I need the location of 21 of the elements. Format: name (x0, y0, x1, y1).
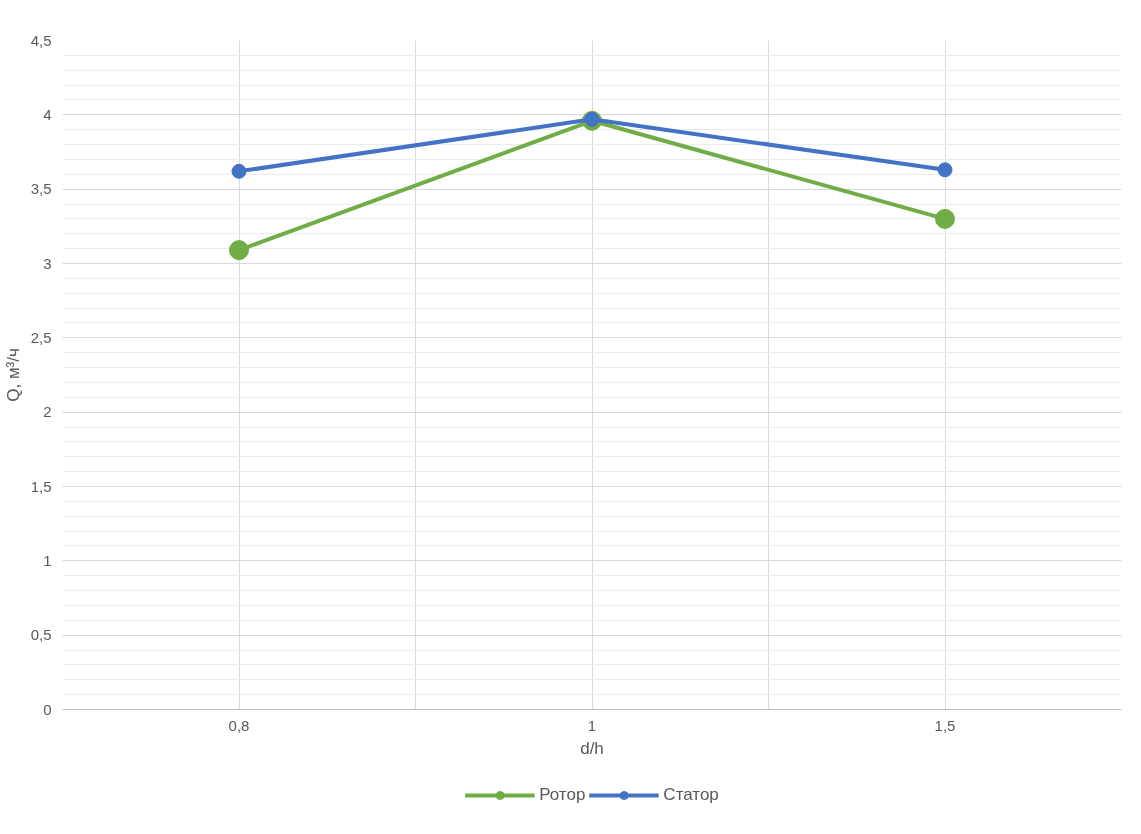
point (231, 163, 247, 179)
legend-label: Ротор (539, 785, 586, 805)
y-axis-title: Q, м³/ч (3, 348, 23, 402)
y-tick-label: 3,5 (30, 180, 52, 198)
point (229, 240, 249, 261)
y-tick-label: 4 (43, 105, 52, 123)
x-tick-label: 0,8 (228, 716, 250, 734)
y-tick-label: 3 (43, 254, 52, 272)
y-tick-label: 2 (43, 403, 52, 421)
x-tick-label: 1 (587, 716, 597, 734)
legend-label: Статор (663, 785, 719, 805)
x-axis-title: d/h (580, 738, 604, 758)
y-tick-label: 1,5 (30, 477, 52, 495)
point (935, 208, 955, 229)
y-tick-label: 0,5 (30, 626, 52, 644)
y-tick-label: 4,5 (30, 31, 52, 49)
point (937, 162, 953, 178)
y-tick-label: 1 (43, 551, 52, 569)
x-tick-label: 1,5 (934, 716, 956, 734)
y-tick-label: 0 (43, 700, 52, 718)
y-tick-label: 2,5 (30, 328, 52, 346)
